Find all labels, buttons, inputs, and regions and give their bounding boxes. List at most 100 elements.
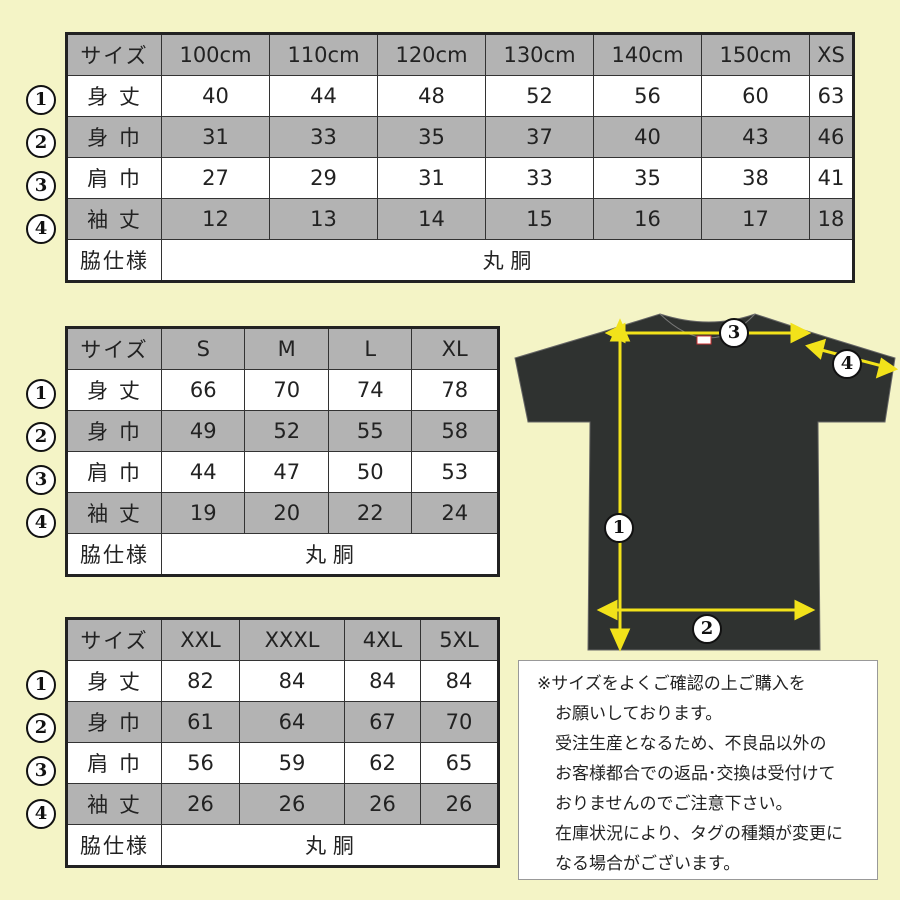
value-cell: 40 bbox=[593, 116, 702, 158]
marker-2: 2 bbox=[692, 614, 722, 644]
value-cell: 48 bbox=[377, 75, 486, 117]
note-line: 受注生産となるため、不良品以外の bbox=[555, 734, 827, 754]
value-cell: 38 bbox=[701, 157, 810, 199]
value-cell: 61 bbox=[161, 701, 240, 743]
measure-arrows bbox=[596, 318, 899, 652]
note-line: お願いしております。 bbox=[555, 704, 723, 724]
note-line: なる場合がございます。 bbox=[555, 854, 741, 874]
value-cell: 24 bbox=[411, 492, 499, 534]
value-cell: 20 bbox=[244, 492, 329, 534]
table-row: 肩 巾 27 29 31 33 35 38 41 bbox=[66, 157, 854, 199]
value-cell: 44 bbox=[160, 451, 246, 493]
value-cell: 27 bbox=[161, 157, 270, 199]
row-number-marker: 3 bbox=[26, 465, 56, 495]
value-cell: 62 bbox=[343, 742, 422, 784]
value-cell: 14 bbox=[377, 198, 486, 240]
value-cell: 66 bbox=[160, 369, 246, 411]
header-cell: M bbox=[244, 327, 329, 370]
side-spec-row: 脇仕様丸 胴 bbox=[66, 824, 499, 867]
value-cell: 52 bbox=[485, 75, 594, 117]
table-row: 袖 丈 19 20 22 24 bbox=[66, 492, 499, 534]
value-cell: 63 bbox=[809, 75, 854, 117]
value-cell: 43 bbox=[701, 116, 810, 158]
value-cell: 65 bbox=[420, 742, 499, 784]
value-cell: 12 bbox=[161, 198, 270, 240]
table-row: 肩 巾 56 59 62 65 bbox=[66, 742, 499, 784]
size-table: サイズ 100cm 110cm 120cm 130cm 140cm 150cm XS 身 丈 40… bbox=[65, 32, 855, 283]
header-row: サイズ S M L XL bbox=[66, 327, 499, 370]
header-cell: XS bbox=[809, 33, 854, 76]
side-spec-value: 丸 胴 bbox=[161, 533, 499, 576]
row-number-marker: 4 bbox=[26, 799, 56, 829]
header-cell: S bbox=[160, 327, 246, 370]
value-cell: 16 bbox=[593, 198, 702, 240]
value-cell: 70 bbox=[420, 701, 499, 743]
header-cell: サイズ bbox=[66, 618, 162, 661]
value-cell: 29 bbox=[269, 157, 378, 199]
row-label: 袖 丈 bbox=[66, 783, 162, 825]
table-row: 身 巾 61 64 67 70 bbox=[66, 701, 499, 743]
side-spec-row: 脇仕様丸 胴 bbox=[66, 239, 854, 282]
value-cell: 33 bbox=[485, 157, 594, 199]
tshirt-diagram bbox=[514, 313, 899, 652]
row-label: 袖 丈 bbox=[66, 198, 162, 240]
note-line: おりませんのでご注意下さい。 bbox=[555, 794, 793, 814]
row-number-marker: 2 bbox=[26, 422, 56, 452]
row-label: 身 巾 bbox=[66, 701, 162, 743]
value-cell: 35 bbox=[377, 116, 486, 158]
row-label: 身 巾 bbox=[66, 410, 162, 452]
header-cell: XL bbox=[411, 327, 499, 370]
row-number-marker: 2 bbox=[26, 128, 56, 158]
header-cell: XXXL bbox=[238, 618, 346, 661]
value-cell: 47 bbox=[244, 451, 329, 493]
header-cell: サイズ bbox=[66, 33, 162, 76]
header-cell: XXL bbox=[161, 618, 240, 661]
table-row: 身 丈 40 44 48 52 56 60 63 bbox=[66, 75, 854, 117]
value-cell: 44 bbox=[269, 75, 378, 117]
side-spec-label: 脇仕様 bbox=[66, 533, 162, 576]
value-cell: 56 bbox=[161, 742, 240, 784]
table-row: 袖 丈 26 26 26 26 bbox=[66, 783, 499, 825]
side-spec-row: 脇仕様丸 胴 bbox=[66, 533, 499, 576]
value-cell: 84 bbox=[420, 660, 499, 702]
value-cell: 15 bbox=[485, 198, 594, 240]
value-cell: 26 bbox=[420, 783, 499, 825]
header-cell: 5XL bbox=[420, 618, 499, 661]
value-cell: 58 bbox=[411, 410, 499, 452]
header-cell: 130cm bbox=[485, 33, 594, 76]
value-cell: 22 bbox=[327, 492, 413, 534]
marker-3: 3 bbox=[719, 318, 749, 348]
value-cell: 49 bbox=[160, 410, 246, 452]
side-spec-label: 脇仕様 bbox=[66, 239, 162, 282]
row-number-marker: 1 bbox=[26, 379, 56, 409]
side-spec-label: 脇仕様 bbox=[66, 824, 162, 867]
value-cell: 40 bbox=[161, 75, 270, 117]
row-number-marker: 1 bbox=[26, 85, 56, 115]
header-row: サイズ 100cm 110cm 120cm 130cm 140cm 150cm XS bbox=[66, 33, 854, 76]
marker-4: 4 bbox=[832, 349, 862, 379]
row-number-marker: 3 bbox=[26, 171, 56, 201]
row-number-marker: 2 bbox=[26, 713, 56, 743]
header-cell: 120cm bbox=[377, 33, 486, 76]
value-cell: 50 bbox=[327, 451, 413, 493]
value-cell: 78 bbox=[411, 369, 499, 411]
header-cell: 110cm bbox=[269, 33, 378, 76]
value-cell: 84 bbox=[343, 660, 422, 702]
header-cell: 140cm bbox=[593, 33, 702, 76]
value-cell: 53 bbox=[411, 451, 499, 493]
header-row: サイズ XXL XXXL 4XL 5XL bbox=[66, 618, 499, 661]
size-table: サイズ S M L XL 身 丈 66 70 74 78 身 巾 49 52 55 58 肩 巾 44 47 50 5… bbox=[65, 326, 500, 577]
table-row: 身 巾 49 52 55 58 bbox=[66, 410, 499, 452]
value-cell: 13 bbox=[269, 198, 378, 240]
size-table: サイズ XXL XXXL 4XL 5XL 身 丈 82 84 84 84 身 巾 61 64 67 70 肩 … bbox=[65, 617, 500, 868]
table-row: 身 丈 66 70 74 78 bbox=[66, 369, 499, 411]
row-label: 身 丈 bbox=[66, 369, 162, 411]
value-cell: 17 bbox=[701, 198, 810, 240]
side-spec-value: 丸 胴 bbox=[161, 824, 499, 867]
value-cell: 59 bbox=[238, 742, 346, 784]
notice-box: ※サイズをよくご確認の上ご購入を お願いしております。 受注生産となるため、不良… bbox=[518, 660, 878, 880]
value-cell: 26 bbox=[161, 783, 240, 825]
row-label: 身 丈 bbox=[66, 660, 162, 702]
row-number-marker: 4 bbox=[26, 508, 56, 538]
header-cell: 4XL bbox=[343, 618, 422, 661]
